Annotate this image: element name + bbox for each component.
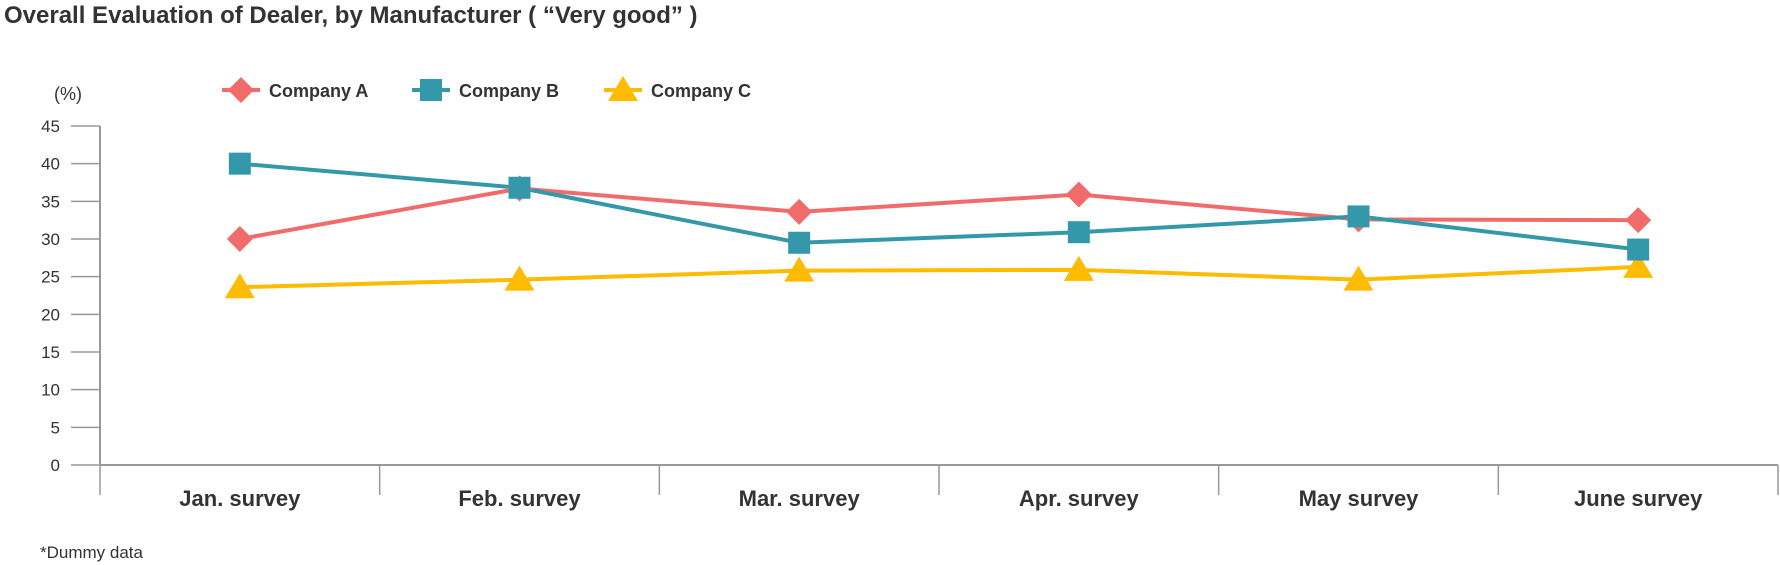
x-tick-label: Jan. survey <box>179 486 301 511</box>
y-tick-label: 45 <box>41 117 60 136</box>
legend-marker-company-c <box>608 76 638 101</box>
data-point-company-c <box>504 265 535 291</box>
y-tick-label: 25 <box>41 268 60 287</box>
data-point-company-c <box>224 273 255 299</box>
x-tick-label: Apr. survey <box>1019 486 1140 511</box>
data-point-company-b <box>508 176 531 199</box>
data-point-company-c <box>1343 265 1374 291</box>
legend-label-company-c: Company C <box>651 81 751 101</box>
y-tick-label: 5 <box>51 418 60 437</box>
y-tick-label: 35 <box>41 192 60 211</box>
data-point-company-a <box>786 198 813 225</box>
y-axis-unit-label: (%) <box>54 84 82 104</box>
data-point-company-b <box>1627 238 1650 261</box>
series-line-company-b <box>239 161 1639 252</box>
chart-title: Overall Evaluation of Dealer, by Manufac… <box>4 2 698 29</box>
footnote: *Dummy data <box>40 543 143 562</box>
data-point-company-b <box>788 231 811 254</box>
series-lines-group <box>239 161 1639 290</box>
x-tick-label: May survey <box>1299 486 1420 511</box>
legend-label-company-b: Company B <box>459 81 559 101</box>
data-point-company-c <box>1623 252 1654 278</box>
data-point-company-c <box>784 256 815 282</box>
legend-marker-company-a <box>228 77 254 103</box>
legend-label-company-a: Company A <box>269 81 368 101</box>
data-point-company-a <box>226 226 253 252</box>
y-tick-label: 20 <box>41 305 60 324</box>
legend: Company A Company B Company C <box>222 76 751 103</box>
data-point-company-b <box>1347 205 1370 228</box>
data-point-company-a <box>1625 207 1652 234</box>
series-line-company-c <box>239 264 1639 290</box>
y-tick-label: 30 <box>41 230 60 249</box>
y-tick-label: 40 <box>41 155 60 174</box>
axes-group: 0 5 10 15 20 25 30 35 40 45 Jan. survey Feb. survey… <box>41 117 1779 511</box>
series-markers-group <box>224 152 1654 299</box>
y-tick-label: 0 <box>51 456 60 475</box>
data-point-company-a <box>1065 181 1092 208</box>
x-tick-label: Mar. survey <box>739 486 861 511</box>
legend-marker-company-b <box>420 79 442 101</box>
y-tick-label: 15 <box>41 343 60 362</box>
data-point-company-c <box>1063 255 1094 281</box>
data-point-company-b <box>1067 221 1090 244</box>
data-point-company-b <box>228 152 251 175</box>
x-tick-label: June survey <box>1574 486 1703 511</box>
x-tick-label: Feb. survey <box>458 486 581 511</box>
y-tick-label: 10 <box>41 381 60 400</box>
series-line-company-a <box>239 186 1639 241</box>
